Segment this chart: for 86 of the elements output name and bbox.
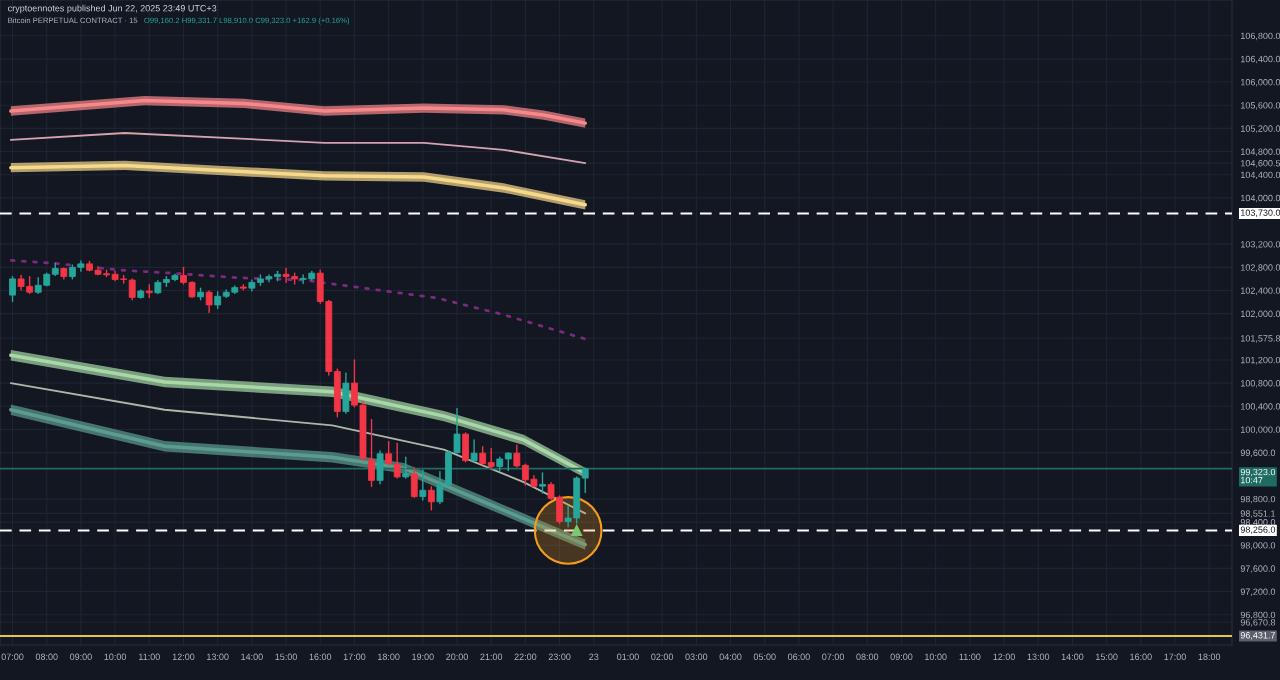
x-tick-label: 11:00 — [139, 653, 160, 660]
x-tick-label: 08:00 — [856, 653, 879, 660]
candlestick — [539, 472, 546, 494]
x-tick-label: 09:00 — [69, 653, 92, 660]
y-tick-label: 106,000.0 — [1241, 79, 1280, 87]
x-tick-label: 02:00 — [651, 653, 674, 660]
y-tick-label: 104,400.0 — [1241, 171, 1280, 180]
candlestick — [427, 486, 435, 511]
y-tick-label: 104,800.0 — [1241, 148, 1280, 156]
y-tick-label: 104,000.0 — [1241, 194, 1280, 203]
y-tick-label: 101,200.0 — [1241, 356, 1280, 365]
x-tick-label: 08:00 — [35, 653, 58, 660]
x-tick-label: 23:00 — [548, 653, 571, 660]
candlestick — [581, 467, 589, 494]
candlestick — [419, 469, 427, 501]
x-tick-label: 22:00 — [514, 653, 537, 660]
y-tick-label: 102,000.0 — [1241, 310, 1280, 319]
y-tick-label: 102,400.0 — [1241, 287, 1280, 295]
y-tick-label: 106,800.0 — [1241, 32, 1280, 41]
x-tick-label: 01:00 — [617, 653, 639, 660]
x-tick-label: 20:00 — [446, 653, 468, 660]
y-tick-label: 96,800.0 — [1240, 611, 1276, 620]
line-series — [10, 258, 588, 341]
annotation: cryptoennotes published Jun 22, 2025 23:49 UTC+3 — [8, 4, 217, 14]
x-tick-label: 07:00 — [1, 653, 24, 660]
x-tick-label: 15:00 — [275, 653, 297, 660]
y-tick-label: 100,000.0 — [1241, 426, 1280, 434]
x-tick-label: 18:00 — [378, 653, 400, 660]
candlestick — [205, 290, 213, 314]
x-tick-label: 13:00 — [1027, 653, 1050, 660]
x-tick-label: 15:00 — [1096, 653, 1118, 660]
candlestick — [385, 440, 393, 466]
x-tick-label: 05:00 — [753, 653, 776, 660]
candlestick — [9, 275, 16, 303]
y-tick-label: 100,800.0 — [1241, 380, 1280, 388]
y-tick-label: 101,575.8 — [1241, 335, 1280, 343]
candlestick — [128, 278, 136, 301]
x-tick-label: 21:00 — [480, 653, 503, 660]
y-tick-label: 98,000.0 — [1240, 542, 1276, 550]
x-tick-label: 07:00 — [822, 653, 845, 660]
x-tick-label: 16:00 — [309, 653, 332, 660]
x-tick-label: 03:00 — [685, 653, 708, 660]
y-tick-label: 98,551.1 — [1240, 510, 1276, 518]
candlestick — [470, 439, 478, 463]
x-tick-label: 14:00 — [241, 653, 263, 660]
y-tick-label: 105,200.0 — [1241, 125, 1280, 133]
x-tick-label: 04:00 — [719, 653, 742, 660]
x-tick-label: 10:00 — [104, 653, 127, 660]
candlestick — [368, 418, 375, 487]
x-tick-label: 14:00 — [1061, 653, 1084, 660]
ref-line-label: 103,730.0 — [1241, 209, 1280, 217]
y-tick-label: 104,600.5 — [1241, 160, 1280, 168]
y-tick-label: 102,800.0 — [1241, 264, 1280, 272]
x-tick-label: 12:00 — [172, 653, 195, 660]
ref-line-label: 98,256.0 — [1240, 526, 1276, 534]
x-tick-label: 23 — [589, 653, 599, 660]
y-tick-label: 98,800.0 — [1240, 495, 1276, 504]
x-tick-label: 06:00 — [787, 653, 810, 660]
y-tick-label: 100,400.0 — [1241, 403, 1280, 411]
x-tick-label: 16:00 — [1130, 653, 1152, 660]
y-tick-label: 97,200.0 — [1240, 588, 1276, 596]
x-tick-label: 12:00 — [993, 653, 1016, 660]
x-tick-label: 13:00 — [207, 653, 229, 660]
candlestick — [487, 447, 495, 469]
y-tick-label: 106,400.0 — [1241, 55, 1280, 64]
x-tick-label: 09:00 — [890, 653, 913, 660]
candlestick — [402, 456, 410, 479]
y-tick-label: 98,400.0 — [1240, 519, 1276, 527]
x-tick-label: 17:00 — [343, 653, 366, 660]
y-tick-label: 105,600.0 — [1241, 102, 1280, 110]
y-tick-label: 96,670.8 — [1240, 619, 1276, 627]
x-tick-label: 11:00 — [959, 653, 981, 660]
ref-line-label: 96,431.7 — [1240, 632, 1276, 640]
line-series — [9, 132, 587, 165]
candlestick — [410, 467, 418, 498]
x-tick-label: 10:00 — [925, 653, 947, 660]
y-tick-label: 103,200.0 — [1241, 241, 1280, 249]
candlestick — [513, 444, 521, 468]
x-tick-label: 18:00 — [1198, 653, 1221, 660]
line-series — [9, 382, 587, 515]
ref-line-label: 99,323.0 10:47 — [1240, 468, 1276, 484]
x-tick-label: 17:00 — [1164, 653, 1186, 660]
y-tick-label: 97,600.0 — [1240, 565, 1276, 573]
x-tick-label: 19:00 — [412, 653, 434, 660]
candlestick — [393, 442, 401, 479]
y-tick-label: 99,600.0 — [1240, 449, 1276, 458]
